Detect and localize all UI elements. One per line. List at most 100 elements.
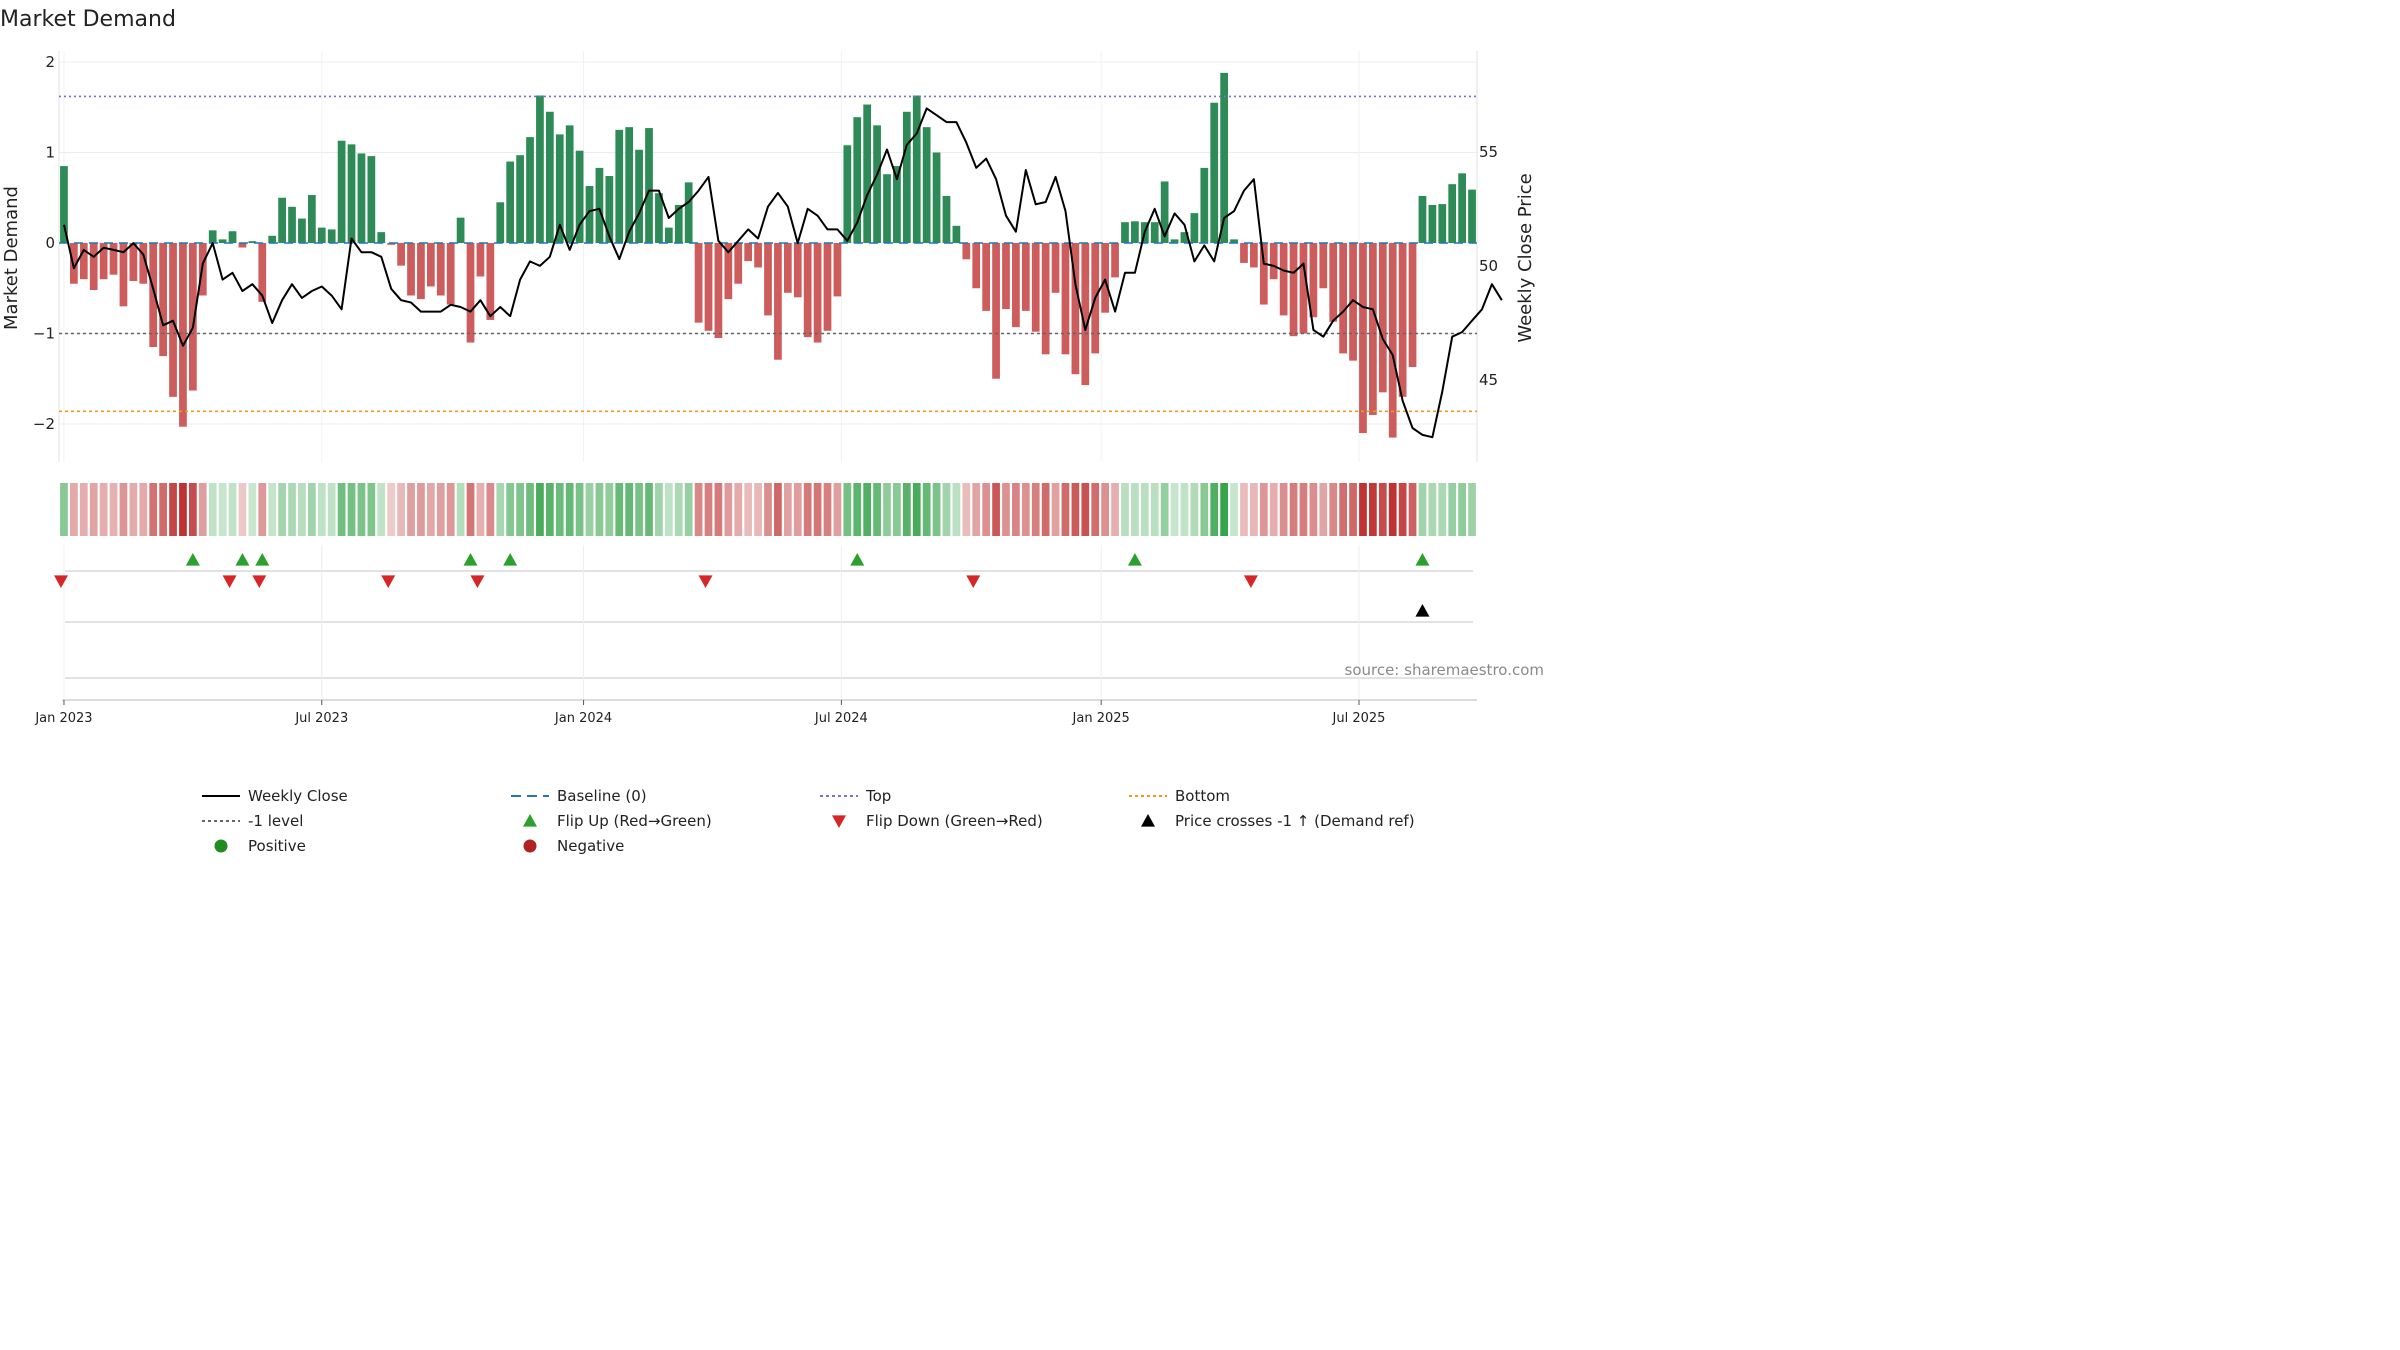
heat-cell [605, 483, 614, 536]
heat-cell [119, 483, 128, 536]
y-tick-label: 2 [45, 53, 55, 71]
weekly-close-line [63, 107, 1503, 439]
demand-bar [823, 243, 832, 331]
heat-cell [843, 483, 852, 536]
demand-bar [446, 243, 455, 305]
demand-bar [268, 235, 277, 243]
heat-cell [79, 483, 88, 536]
demand-bar [1031, 243, 1040, 332]
legend-item: Negative [523, 837, 624, 855]
heat-cell [516, 483, 524, 536]
legend-label: Positive [248, 837, 306, 855]
legend-item: Positive [214, 837, 306, 855]
market-demand-chart: Market Demand 2 1 0 −1 −2 55 50 45 Jan 2023 Jul … [0, 7, 1545, 855]
heat-cell [159, 483, 167, 536]
flip-down-marker [222, 575, 237, 588]
demand-bar [99, 243, 108, 280]
y-tick-label: 0 [45, 234, 55, 252]
y2-tick-label: 50 [1479, 257, 1498, 275]
heat-cell [1468, 483, 1476, 536]
legend-item: Flip Up (Red→Green) [523, 812, 712, 830]
legend-swatch [832, 815, 846, 828]
demand-bar [843, 145, 852, 243]
heat-cell [1210, 483, 1219, 536]
demand-bar [1250, 243, 1258, 268]
demand-bar [635, 149, 643, 243]
heat-cell [1131, 483, 1139, 536]
demand-bar [902, 111, 911, 244]
demand-bar [1220, 72, 1229, 243]
y-tick-label: −2 [33, 415, 55, 433]
heat-cell [655, 483, 663, 536]
heat-cell [1140, 483, 1149, 536]
demand-bar [1289, 243, 1298, 337]
heat-cell [327, 483, 336, 536]
heat-cell [99, 483, 108, 536]
demand-bar [1299, 243, 1308, 334]
demand-bar [1041, 243, 1050, 355]
legend-label: Bottom [1175, 787, 1230, 805]
heat-cell [1329, 483, 1338, 536]
demand-bar [1428, 204, 1437, 243]
heat-cell [1031, 483, 1040, 536]
heat-cell [714, 483, 723, 536]
heat-cell [1101, 483, 1110, 536]
heat-cell [833, 483, 842, 536]
demand-bar [595, 167, 604, 243]
heat-cell [208, 483, 217, 536]
heat-cell [674, 483, 683, 536]
heat-cell [1190, 483, 1199, 536]
heat-cell [179, 483, 187, 536]
demand-bar [426, 243, 435, 287]
demand-bar [1468, 189, 1476, 243]
heat-cell [1091, 483, 1100, 536]
heat-cell [278, 483, 286, 536]
demand-bar [129, 243, 138, 282]
demand-bar [486, 243, 495, 320]
demand-bar [774, 243, 782, 360]
demand-bar [1121, 222, 1129, 243]
heat-cell [764, 483, 772, 536]
demand-bar [506, 161, 515, 243]
demand-bar [1408, 243, 1417, 367]
demand-bar [536, 95, 544, 243]
heat-cell [238, 483, 247, 536]
demand-bar [466, 243, 475, 343]
demand-bar [585, 185, 594, 243]
demand-bar [278, 197, 286, 243]
heat-cell [198, 483, 207, 536]
demand-bar [625, 127, 634, 243]
demand-bar [833, 243, 842, 297]
heat-cell [1289, 483, 1298, 536]
heat-cell [664, 483, 673, 536]
heat-cell [436, 483, 445, 536]
heat-cell [853, 483, 862, 536]
demand-bar [387, 243, 396, 245]
heat-cell [1319, 483, 1328, 536]
demand-bar [258, 243, 267, 302]
demand-bar [228, 231, 237, 243]
heat-cell [307, 483, 316, 536]
demand-bar [704, 243, 713, 331]
demand-bar [1438, 204, 1447, 243]
heat-cell [139, 483, 148, 536]
demand-bar [922, 127, 931, 243]
demand-bar [1101, 243, 1110, 313]
source-note: source: sharemaestro.com [1345, 661, 1545, 679]
heat-cell [982, 483, 991, 536]
y-axis-label: Market Demand [1, 186, 22, 330]
heat-cell [1111, 483, 1119, 536]
chart-title: Market Demand [0, 7, 176, 32]
demand-bar [1329, 243, 1338, 322]
demand-bar [565, 125, 574, 243]
heat-cell [992, 483, 1000, 536]
x-tick-label: Jul 2024 [814, 711, 868, 726]
heat-cell [1369, 483, 1377, 536]
demand-bar [317, 227, 326, 243]
legend-item: Bottom [1129, 787, 1230, 805]
heat-cell [129, 483, 138, 536]
demand-bar [377, 232, 386, 243]
heat-cell [1418, 483, 1427, 536]
heat-cell [694, 483, 703, 536]
demand-bar [159, 243, 167, 357]
